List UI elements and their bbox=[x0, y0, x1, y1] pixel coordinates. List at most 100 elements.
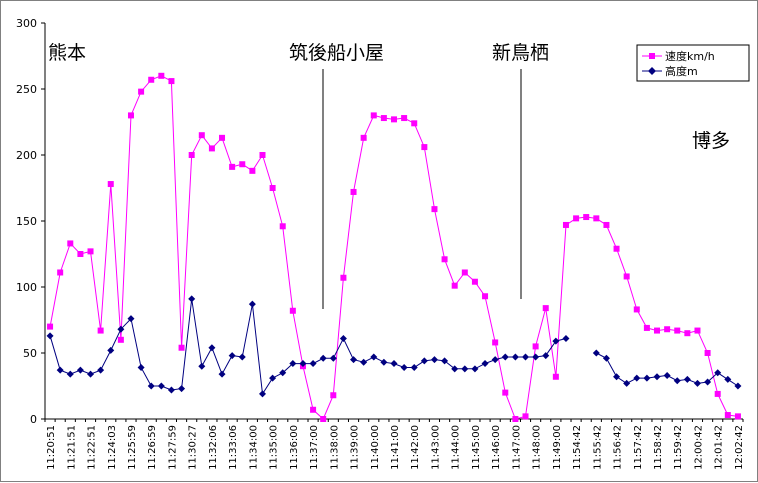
x-tick-label: 11:24:03 bbox=[107, 425, 118, 470]
series-layer bbox=[46, 72, 742, 422]
data-point bbox=[693, 379, 701, 387]
data-point bbox=[56, 366, 64, 374]
data-point bbox=[340, 274, 347, 281]
annotation-shintosu: 新鳥栖 bbox=[492, 42, 549, 64]
data-point bbox=[542, 305, 549, 312]
data-point bbox=[289, 360, 297, 368]
data-point bbox=[107, 181, 114, 188]
x-tick-label: 11:49:00 bbox=[552, 425, 563, 470]
data-point bbox=[309, 360, 317, 368]
x-tick-label: 11:22:51 bbox=[87, 425, 98, 470]
data-point bbox=[451, 365, 459, 373]
y-tick-label: 150 bbox=[16, 215, 37, 228]
legend-item-speed: 速度km/h bbox=[642, 49, 715, 63]
data-point bbox=[350, 356, 358, 364]
station-marker-lines bbox=[322, 69, 522, 309]
series-line bbox=[49, 75, 738, 420]
annotation-kumamoto: 熊本 bbox=[48, 42, 86, 64]
x-tick-label: 11:44:00 bbox=[451, 425, 462, 470]
data-point bbox=[249, 167, 256, 174]
data-point bbox=[451, 282, 458, 289]
y-tick-label: 200 bbox=[16, 149, 37, 162]
data-point bbox=[178, 385, 186, 393]
x-tick-label: 11:25:59 bbox=[127, 425, 138, 470]
x-tick-label: 11:41:00 bbox=[390, 425, 401, 470]
series-altitude bbox=[46, 295, 742, 398]
annotation-hakata: 博多 bbox=[692, 130, 730, 152]
data-point bbox=[370, 353, 378, 361]
x-tick-label: 11:54:42 bbox=[572, 425, 583, 470]
data-point bbox=[330, 392, 337, 399]
data-point bbox=[411, 120, 418, 127]
x-tick-label: 11:59:42 bbox=[673, 425, 684, 470]
data-point bbox=[259, 152, 266, 158]
annotation-chikugo-funagoya: 筑後船小屋 bbox=[289, 42, 384, 64]
x-tick-label: 11:45:00 bbox=[471, 425, 482, 470]
data-point bbox=[664, 326, 671, 333]
data-point bbox=[320, 416, 327, 422]
data-point bbox=[602, 354, 610, 362]
data-point bbox=[229, 163, 236, 170]
data-point bbox=[329, 354, 337, 362]
data-point bbox=[339, 334, 347, 342]
data-point bbox=[178, 344, 185, 351]
data-point bbox=[198, 362, 206, 370]
data-point bbox=[482, 293, 489, 300]
data-point bbox=[583, 214, 590, 221]
y-ticks: 0 50 100 150 200 250 300 bbox=[16, 17, 45, 426]
data-point bbox=[522, 353, 530, 361]
data-point bbox=[694, 327, 701, 334]
data-point bbox=[148, 76, 155, 83]
data-point bbox=[653, 373, 661, 381]
data-point bbox=[592, 349, 600, 357]
data-point bbox=[360, 358, 368, 366]
x-tick-label: 11:46:00 bbox=[491, 425, 502, 470]
data-point bbox=[734, 413, 741, 420]
data-point bbox=[350, 188, 357, 195]
data-point bbox=[279, 223, 286, 230]
data-point bbox=[410, 364, 418, 372]
data-point bbox=[562, 221, 569, 228]
x-tick-label: 11:43:00 bbox=[430, 425, 441, 470]
x-tick-label: 11:40:00 bbox=[370, 425, 381, 470]
data-point bbox=[481, 360, 489, 368]
data-point bbox=[248, 300, 256, 308]
x-tick-label: 11:57:42 bbox=[633, 425, 644, 470]
data-point bbox=[684, 330, 691, 337]
x-tick-label: 12:02:42 bbox=[734, 425, 745, 470]
data-point bbox=[390, 360, 398, 368]
data-point bbox=[147, 382, 155, 390]
data-point bbox=[400, 364, 408, 372]
data-point bbox=[643, 374, 651, 382]
data-point bbox=[138, 88, 145, 95]
data-point bbox=[633, 374, 641, 382]
data-point bbox=[97, 327, 104, 334]
data-point bbox=[239, 161, 246, 168]
data-point bbox=[218, 370, 226, 378]
data-point bbox=[57, 269, 64, 276]
data-point bbox=[310, 406, 317, 413]
x-tick-label: 11:39:00 bbox=[350, 425, 361, 470]
data-point bbox=[87, 248, 94, 255]
x-tick-label: 11:58:42 bbox=[653, 425, 664, 470]
data-point bbox=[269, 374, 277, 382]
data-point bbox=[219, 134, 226, 141]
data-point bbox=[633, 306, 640, 313]
data-point bbox=[512, 416, 519, 422]
data-point bbox=[552, 337, 560, 345]
x-tick-label: 11:42:00 bbox=[410, 425, 421, 470]
data-point bbox=[421, 144, 428, 151]
data-point bbox=[431, 206, 438, 213]
series-line bbox=[596, 352, 739, 387]
x-tick-label: 12:01:42 bbox=[714, 425, 725, 470]
data-point bbox=[613, 245, 620, 252]
data-point bbox=[441, 256, 448, 263]
x-tick-label: 11:33:06 bbox=[228, 425, 239, 470]
data-point bbox=[319, 354, 327, 362]
x-tick-label: 11:48:00 bbox=[532, 425, 543, 470]
data-point bbox=[654, 327, 661, 334]
data-point bbox=[643, 324, 650, 331]
series-line bbox=[49, 298, 567, 396]
data-point bbox=[461, 269, 468, 276]
x-tick-label: 12:00:42 bbox=[693, 425, 704, 470]
